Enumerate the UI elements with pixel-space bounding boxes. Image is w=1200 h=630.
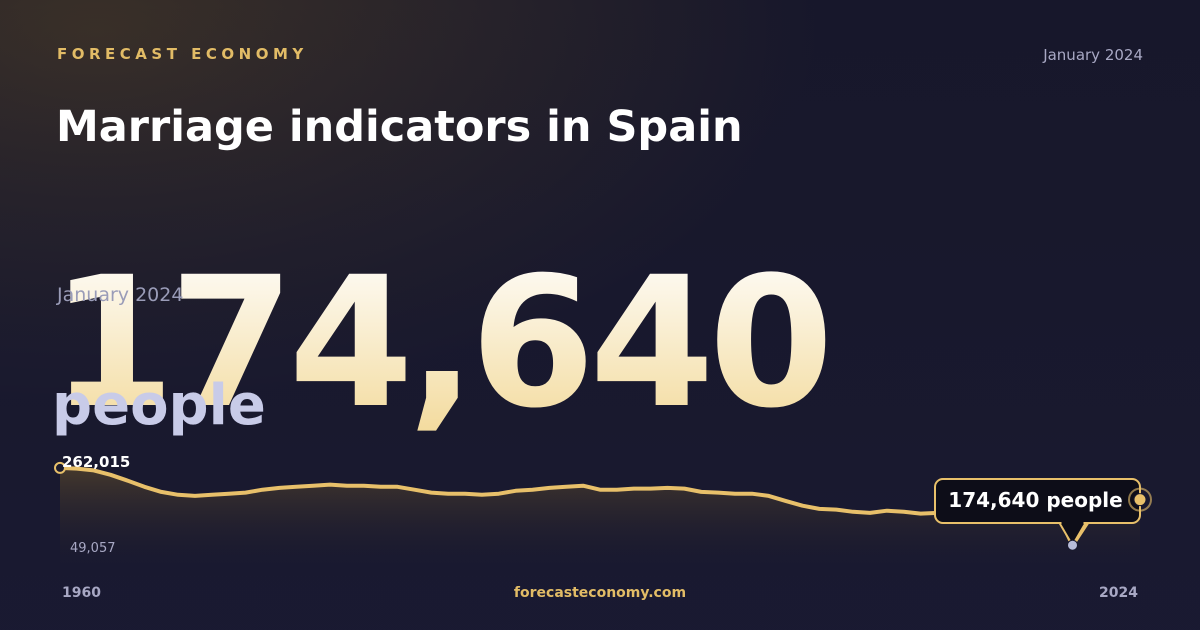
chart: 262,015 49,057 174,640 people <box>54 453 1152 563</box>
headline-unit: people <box>52 373 266 438</box>
max-label: 262,015 <box>62 453 130 471</box>
site: forecasteconomy.com <box>514 585 686 601</box>
min-point <box>1067 539 1078 551</box>
brand: FORECAST ECONOMY <box>57 45 308 63</box>
x-tick-label: 2024 <box>1099 585 1138 601</box>
max-point <box>54 461 66 474</box>
end-point <box>1133 493 1147 507</box>
headline-value: 174,640 <box>50 239 828 448</box>
callout-gap <box>1061 521 1084 525</box>
area <box>60 467 1140 563</box>
headline-date: January 2024 <box>56 284 183 306</box>
x-tick-label: 1960 <box>62 585 101 601</box>
chart-title: Marriage indicators in Spain <box>56 102 743 152</box>
min-label: 49,057 <box>70 541 116 556</box>
callout-label: 174,640 people <box>948 488 1122 512</box>
end-ring <box>1128 487 1152 512</box>
date: January 2024 <box>1042 46 1143 64</box>
